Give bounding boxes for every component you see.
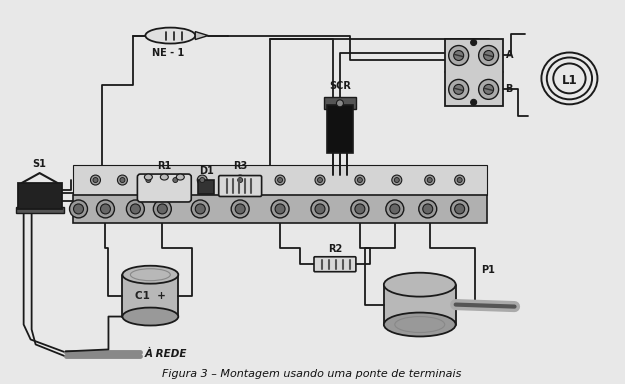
Circle shape bbox=[275, 204, 285, 214]
Circle shape bbox=[93, 177, 98, 182]
Circle shape bbox=[394, 177, 399, 182]
FancyBboxPatch shape bbox=[219, 175, 262, 197]
Text: B: B bbox=[506, 84, 513, 94]
Circle shape bbox=[357, 177, 362, 182]
Text: SCR: SCR bbox=[329, 81, 351, 91]
Circle shape bbox=[336, 100, 343, 107]
Text: NE - 1: NE - 1 bbox=[152, 48, 184, 58]
Text: P1: P1 bbox=[481, 265, 494, 275]
Circle shape bbox=[235, 204, 245, 214]
Circle shape bbox=[479, 46, 499, 65]
Circle shape bbox=[271, 200, 289, 218]
Circle shape bbox=[449, 46, 469, 65]
Circle shape bbox=[457, 177, 462, 182]
Circle shape bbox=[153, 200, 171, 218]
Circle shape bbox=[143, 175, 153, 185]
Bar bbox=[122, 275, 178, 316]
Circle shape bbox=[315, 204, 325, 214]
Text: S1: S1 bbox=[32, 159, 46, 169]
Ellipse shape bbox=[384, 313, 456, 336]
Circle shape bbox=[231, 200, 249, 218]
Ellipse shape bbox=[122, 266, 178, 284]
Circle shape bbox=[449, 79, 469, 99]
Circle shape bbox=[278, 177, 282, 182]
Ellipse shape bbox=[176, 174, 184, 180]
Circle shape bbox=[425, 175, 435, 185]
Circle shape bbox=[131, 204, 141, 214]
Circle shape bbox=[386, 200, 404, 218]
FancyBboxPatch shape bbox=[314, 257, 356, 272]
Circle shape bbox=[392, 175, 402, 185]
Bar bbox=[445, 38, 503, 106]
Circle shape bbox=[454, 84, 464, 94]
Ellipse shape bbox=[144, 174, 152, 180]
Circle shape bbox=[454, 175, 464, 185]
Circle shape bbox=[120, 177, 125, 182]
Ellipse shape bbox=[161, 174, 168, 180]
Circle shape bbox=[471, 40, 477, 46]
Circle shape bbox=[69, 200, 88, 218]
Bar bbox=[198, 180, 214, 194]
Circle shape bbox=[238, 177, 242, 182]
Circle shape bbox=[351, 200, 369, 218]
Bar bbox=[384, 285, 456, 324]
Circle shape bbox=[126, 200, 144, 218]
Circle shape bbox=[173, 177, 178, 182]
Text: L1: L1 bbox=[562, 74, 578, 87]
Bar bbox=[18, 183, 61, 209]
Circle shape bbox=[275, 175, 285, 185]
Text: R3: R3 bbox=[233, 161, 248, 171]
Ellipse shape bbox=[122, 308, 178, 326]
Text: D1: D1 bbox=[199, 166, 214, 176]
FancyBboxPatch shape bbox=[138, 174, 191, 202]
Circle shape bbox=[422, 204, 432, 214]
Circle shape bbox=[318, 177, 322, 182]
Bar bbox=[72, 165, 487, 195]
Circle shape bbox=[200, 177, 205, 182]
Bar bbox=[324, 97, 356, 109]
Circle shape bbox=[96, 200, 114, 218]
Circle shape bbox=[315, 175, 325, 185]
Circle shape bbox=[484, 84, 494, 94]
Circle shape bbox=[355, 204, 365, 214]
Circle shape bbox=[195, 204, 205, 214]
Circle shape bbox=[158, 204, 168, 214]
Circle shape bbox=[355, 175, 365, 185]
Circle shape bbox=[191, 200, 209, 218]
Circle shape bbox=[428, 177, 432, 182]
Circle shape bbox=[454, 51, 464, 60]
Circle shape bbox=[101, 204, 111, 214]
Circle shape bbox=[419, 200, 437, 218]
Bar bbox=[327, 105, 353, 153]
Text: R2: R2 bbox=[328, 244, 342, 254]
Circle shape bbox=[235, 175, 245, 185]
Circle shape bbox=[198, 175, 208, 185]
Circle shape bbox=[479, 79, 499, 99]
Circle shape bbox=[118, 175, 127, 185]
Circle shape bbox=[146, 177, 151, 182]
Text: A: A bbox=[506, 50, 513, 61]
Circle shape bbox=[311, 200, 329, 218]
Text: À REDE: À REDE bbox=[144, 349, 187, 359]
Ellipse shape bbox=[146, 28, 195, 43]
Circle shape bbox=[91, 175, 101, 185]
Text: R1: R1 bbox=[158, 161, 171, 171]
Bar bbox=[16, 207, 64, 213]
Ellipse shape bbox=[384, 273, 456, 296]
Circle shape bbox=[484, 51, 494, 60]
Circle shape bbox=[390, 204, 400, 214]
Circle shape bbox=[451, 200, 469, 218]
Polygon shape bbox=[195, 31, 208, 40]
Text: C1  +: C1 + bbox=[135, 291, 166, 301]
Circle shape bbox=[74, 204, 84, 214]
Circle shape bbox=[171, 175, 180, 185]
Text: Figura 3 – Montagem usando uma ponte de terminais: Figura 3 – Montagem usando uma ponte de … bbox=[162, 369, 462, 379]
Circle shape bbox=[454, 204, 464, 214]
Circle shape bbox=[471, 99, 477, 105]
Bar bbox=[72, 195, 487, 223]
